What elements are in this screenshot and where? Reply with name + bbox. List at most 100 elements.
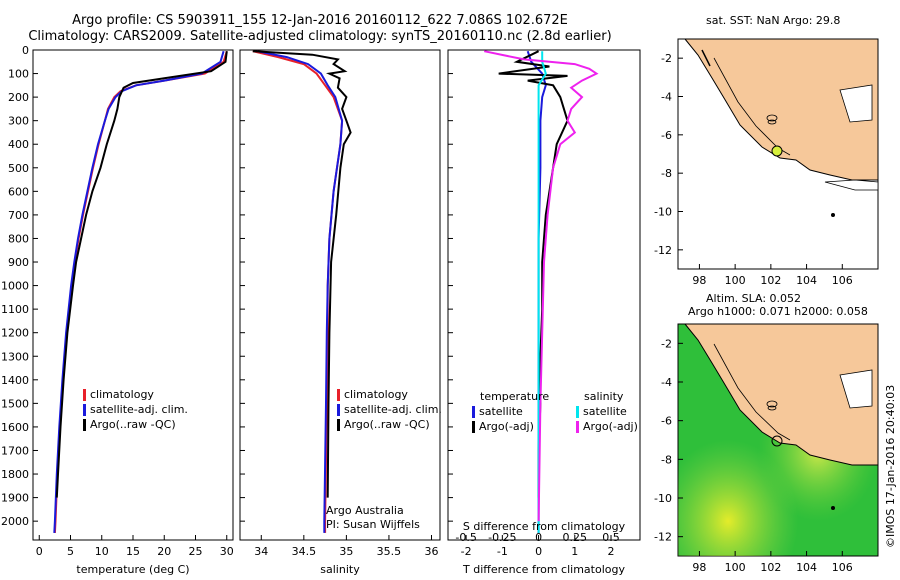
x-tick-label: 2 <box>608 545 615 558</box>
lat-tick-label: -12 <box>654 244 672 257</box>
depth-tick-label: 1000 <box>1 280 29 293</box>
depth-tick-label: 700 <box>8 209 29 222</box>
sla-map-title-1: Altim. SLA: 0.052 <box>706 292 802 305</box>
x-tick-label: 35.5 <box>377 545 402 558</box>
s-diff-tick-label: -0.5 <box>455 531 476 544</box>
legend-label: satellite-adj. clim. <box>344 403 442 416</box>
legend-label: Argo(-adj) <box>479 420 534 433</box>
s-diff-tick-label: 0.5 <box>602 531 620 544</box>
sla-map: -2 -4 -6 -8 -10 -12 98 100 102 104 106 <box>654 323 879 574</box>
legend-swatch <box>472 421 475 433</box>
title-line-2: Climatology: CARS2009. Satellite-adjuste… <box>28 29 612 44</box>
depth-tick-label: 1500 <box>1 397 29 410</box>
island-dot <box>831 213 835 217</box>
depth-tick-label: 1200 <box>1 327 29 340</box>
lat-tick-label: -4 <box>661 376 672 389</box>
x-tick-label: 25 <box>189 545 203 558</box>
sumatra-land <box>683 38 879 191</box>
legend-swatch <box>337 404 340 416</box>
lat-tick-label: -4 <box>661 91 672 104</box>
salinity-frame <box>239 49 441 541</box>
lat-tick-label: -8 <box>661 167 672 180</box>
legend-label: Argo(..raw -QC) <box>344 418 430 431</box>
legend-label: climatology <box>344 388 408 401</box>
x-tick-label: 36 <box>424 545 438 558</box>
legend-label: satellite <box>583 405 627 418</box>
legend-label: satellite <box>479 405 523 418</box>
depth-tick-label: 0 <box>22 44 29 57</box>
temperature-panel: 0100200300400500600700800900100011001200… <box>1 44 234 576</box>
depth-tick-label: 800 <box>8 232 29 245</box>
legend-label: satellite-adj. clim. <box>90 403 188 416</box>
depth-tick-label: 1300 <box>1 350 29 363</box>
legend-swatch <box>472 406 475 418</box>
legend-swatch <box>83 389 86 401</box>
x-tick-label: 35 <box>339 545 353 558</box>
legend-swatch <box>576 406 579 418</box>
x-tick-label: 5 <box>67 545 74 558</box>
series-line <box>252 50 352 498</box>
sst-map: -2 -4 -6 -8 -10 -12 98 100 102 104 106 <box>654 38 879 287</box>
x-tick-label: -1 <box>497 545 508 558</box>
series-line <box>256 50 344 533</box>
series-line <box>483 50 599 522</box>
series-line <box>537 51 547 533</box>
legend-swatch <box>83 404 86 416</box>
lon-tick-label: 102 <box>760 561 781 574</box>
lat-tick-label: -10 <box>654 492 672 505</box>
lon-tick-label: 102 <box>760 274 781 287</box>
depth-tick-label: 900 <box>8 256 29 269</box>
depth-tick-label: 2000 <box>1 515 29 528</box>
x-tick-label: 20 <box>157 545 171 558</box>
s-diff-tick-label: -0.25 <box>488 531 516 544</box>
series-line <box>53 50 225 533</box>
lon-tick-label: 106 <box>832 274 853 287</box>
lat-tick-label: -6 <box>661 415 672 428</box>
lat-tick-label: -8 <box>661 453 672 466</box>
island-dot <box>831 506 835 510</box>
title-line-1: Argo profile: CS 5903911_155 12-Jan-2016… <box>72 13 568 28</box>
depth-tick-label: 500 <box>8 162 29 175</box>
series-line <box>55 51 228 498</box>
s-diff-tick-label: 0.25 <box>563 531 588 544</box>
depth-tick-label: 400 <box>8 138 29 151</box>
depth-tick-label: 100 <box>8 68 29 81</box>
x-tick-label: 30 <box>220 545 234 558</box>
lat-tick-label: -12 <box>654 531 672 544</box>
difference-panel: -2 -1 0 1 2 T difference from climatology temp… <box>447 49 641 576</box>
temperature-frame <box>32 49 234 541</box>
lat-tick-label: -6 <box>661 129 672 142</box>
depth-tick-label: 600 <box>8 185 29 198</box>
legend-swatch <box>576 421 579 433</box>
lon-tick-label: 100 <box>725 274 746 287</box>
lon-tick-label: 106 <box>832 561 853 574</box>
lat-tick-label: -2 <box>661 52 672 65</box>
depth-tick-label: 300 <box>8 115 29 128</box>
depth-tick-label: 1100 <box>1 303 29 316</box>
lon-tick-label: 98 <box>692 561 706 574</box>
s-diff-tick-label: 0 <box>535 531 542 544</box>
depth-tick-label: 1900 <box>1 492 29 505</box>
sst-map-title: sat. SST: NaN Argo: 29.8 <box>706 14 841 27</box>
argo-annotation: PI: Susan Wijffels <box>326 518 420 531</box>
lon-tick-label: 100 <box>725 561 746 574</box>
timestamp-stamp: ©IMOS 17-Jan-2016 20:40:03 <box>884 384 897 548</box>
x-tick-label: 15 <box>126 545 140 558</box>
difference-xlabel: T difference from climatology <box>462 563 625 576</box>
legend-label: Argo(..raw -QC) <box>90 418 176 431</box>
legend-swatch <box>337 419 340 431</box>
x-tick-label: 10 <box>95 545 109 558</box>
lon-tick-label: 104 <box>796 274 817 287</box>
legend-label: climatology <box>90 388 154 401</box>
legend-label: temperature <box>480 390 549 403</box>
argo-position-marker <box>771 435 783 447</box>
x-tick-label: 1 <box>571 545 578 558</box>
sla-land <box>683 323 879 466</box>
legend-label: salinity <box>584 390 624 403</box>
argo-position-marker <box>771 145 783 157</box>
legend-swatch <box>337 389 340 401</box>
depth-tick-label: 1700 <box>1 444 29 457</box>
depth-tick-label: 1800 <box>1 468 29 481</box>
legend-swatch <box>83 419 86 431</box>
